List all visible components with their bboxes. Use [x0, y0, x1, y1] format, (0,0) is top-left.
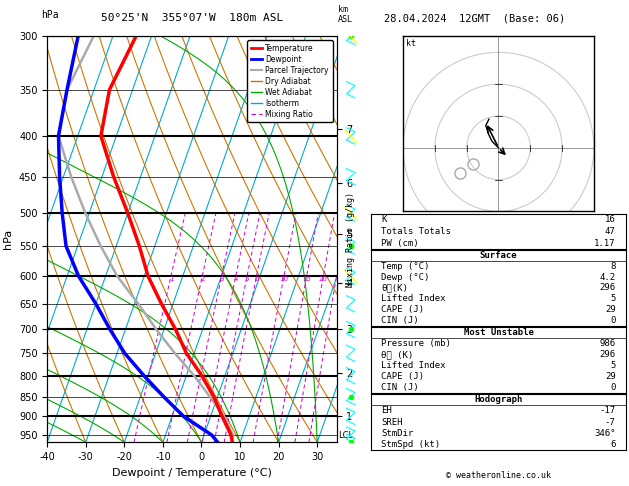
Text: 29: 29	[605, 305, 616, 314]
Text: 0: 0	[610, 382, 616, 392]
Text: 6: 6	[254, 276, 259, 282]
Text: CAPE (J): CAPE (J)	[381, 305, 425, 314]
Text: 296: 296	[599, 350, 616, 359]
Text: km
ASL: km ASL	[338, 5, 353, 24]
Text: 16: 16	[605, 215, 616, 224]
Text: CIN (J): CIN (J)	[381, 316, 419, 325]
Text: © weatheronline.co.uk: © weatheronline.co.uk	[446, 471, 551, 480]
Text: 0: 0	[610, 316, 616, 325]
Text: 28.04.2024  12GMT  (Base: 06): 28.04.2024 12GMT (Base: 06)	[384, 14, 565, 23]
Text: LCL: LCL	[338, 431, 353, 440]
Text: Surface: Surface	[480, 251, 517, 260]
Text: 15: 15	[303, 276, 311, 282]
Text: 5: 5	[610, 294, 616, 303]
Text: Pressure (mb): Pressure (mb)	[381, 339, 451, 348]
Text: CAPE (J): CAPE (J)	[381, 372, 425, 381]
Text: 50°25'N  355°07'W  180m ASL: 50°25'N 355°07'W 180m ASL	[101, 14, 283, 23]
Text: kt: kt	[406, 39, 416, 48]
Text: 5: 5	[610, 361, 616, 370]
Text: StmDir: StmDir	[381, 429, 413, 438]
Text: 4.2: 4.2	[599, 273, 616, 282]
Text: 8: 8	[610, 262, 616, 271]
Text: Temp (°C): Temp (°C)	[381, 262, 430, 271]
Text: CIN (J): CIN (J)	[381, 382, 419, 392]
Text: Lifted Index: Lifted Index	[381, 361, 446, 370]
Legend: Temperature, Dewpoint, Parcel Trajectory, Dry Adiabat, Wet Adiabat, Isotherm, Mi: Temperature, Dewpoint, Parcel Trajectory…	[247, 40, 333, 122]
Text: 29: 29	[605, 372, 616, 381]
Text: Hodograph: Hodograph	[474, 395, 523, 404]
Text: PW (cm): PW (cm)	[381, 239, 419, 247]
Text: 5: 5	[245, 276, 249, 282]
Text: 986: 986	[599, 339, 616, 348]
Text: K: K	[381, 215, 387, 224]
Text: StmSpd (kt): StmSpd (kt)	[381, 440, 440, 449]
Text: EH: EH	[381, 406, 392, 416]
Text: hPa: hPa	[41, 10, 58, 19]
X-axis label: Dewpoint / Temperature (°C): Dewpoint / Temperature (°C)	[112, 468, 272, 478]
Text: -7: -7	[605, 417, 616, 427]
Text: 3: 3	[220, 276, 224, 282]
Text: 296: 296	[599, 283, 616, 293]
Text: Lifted Index: Lifted Index	[381, 294, 446, 303]
Text: 6: 6	[610, 440, 616, 449]
Text: 1.17: 1.17	[594, 239, 616, 247]
Text: -17: -17	[599, 406, 616, 416]
Text: 4: 4	[233, 276, 238, 282]
Text: 2: 2	[200, 276, 204, 282]
Text: 47: 47	[605, 227, 616, 236]
Text: Most Unstable: Most Unstable	[464, 328, 533, 337]
Y-axis label: hPa: hPa	[3, 229, 13, 249]
Text: Mixing Ratio (g/kg): Mixing Ratio (g/kg)	[346, 192, 355, 287]
Text: 346°: 346°	[594, 429, 616, 438]
Text: θᴇ (K): θᴇ (K)	[381, 350, 413, 359]
Text: 1: 1	[169, 276, 173, 282]
Text: 20: 20	[319, 276, 328, 282]
Text: Dewp (°C): Dewp (°C)	[381, 273, 430, 282]
Text: Totals Totals: Totals Totals	[381, 227, 451, 236]
Text: θᴇ(K): θᴇ(K)	[381, 283, 408, 293]
Text: 10: 10	[279, 276, 289, 282]
Text: SREH: SREH	[381, 417, 403, 427]
